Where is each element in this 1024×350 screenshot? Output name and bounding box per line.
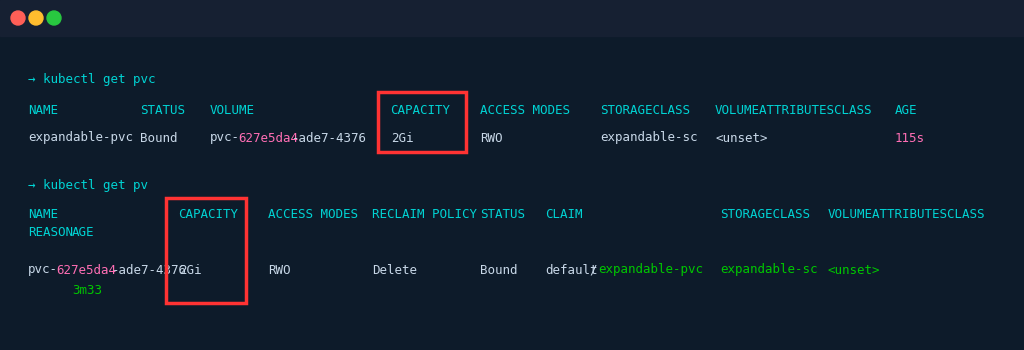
Text: -ade7-4376: -ade7-4376: [112, 264, 187, 276]
Text: expandable-pvc: expandable-pvc: [28, 132, 133, 145]
Text: → kubectl get pvc: → kubectl get pvc: [28, 74, 156, 86]
Text: <unset>: <unset>: [828, 264, 881, 276]
Text: STATUS: STATUS: [480, 209, 525, 222]
Text: AGE: AGE: [895, 104, 918, 117]
Text: 2Gi: 2Gi: [179, 264, 202, 276]
Circle shape: [11, 11, 25, 25]
Text: 2Gi: 2Gi: [391, 132, 414, 145]
Text: NAME: NAME: [28, 104, 58, 117]
Text: 627e5da4: 627e5da4: [238, 132, 298, 145]
Text: AGE: AGE: [72, 226, 94, 239]
Text: 115s: 115s: [895, 132, 925, 145]
Text: <unset>: <unset>: [715, 132, 768, 145]
Text: RWO: RWO: [268, 264, 291, 276]
Text: ACCESS MODES: ACCESS MODES: [480, 104, 570, 117]
Text: VOLUMEATTRIBUTESCLASS: VOLUMEATTRIBUTESCLASS: [715, 104, 872, 117]
Text: ACCESS MODES: ACCESS MODES: [268, 209, 358, 222]
Circle shape: [47, 11, 61, 25]
Circle shape: [29, 11, 43, 25]
Text: STORAGECLASS: STORAGECLASS: [720, 209, 810, 222]
Text: pvc-: pvc-: [28, 264, 58, 276]
Text: STATUS: STATUS: [140, 104, 185, 117]
Text: RWO: RWO: [480, 132, 503, 145]
Text: Delete: Delete: [372, 264, 417, 276]
Text: 627e5da4: 627e5da4: [56, 264, 116, 276]
Text: STORAGECLASS: STORAGECLASS: [600, 104, 690, 117]
Bar: [0, 0, 1024, 36]
Text: CAPACITY: CAPACITY: [178, 209, 238, 222]
Text: expandable-pvc: expandable-pvc: [598, 264, 703, 276]
Text: RECLAIM POLICY: RECLAIM POLICY: [372, 209, 477, 222]
Text: default: default: [545, 264, 597, 276]
Text: /: /: [589, 264, 597, 276]
Text: Bound: Bound: [140, 132, 177, 145]
Text: -ade7-4376: -ade7-4376: [292, 132, 367, 145]
Bar: [166, 198, 246, 303]
Bar: [378, 92, 466, 152]
Text: expandable-sc: expandable-sc: [720, 264, 817, 276]
Text: VOLUMEATTRIBUTESCLASS: VOLUMEATTRIBUTESCLASS: [828, 209, 985, 222]
Text: NAME: NAME: [28, 209, 58, 222]
Text: expandable-sc: expandable-sc: [600, 132, 697, 145]
Text: 3m33: 3m33: [72, 284, 102, 296]
Text: CAPACITY: CAPACITY: [390, 104, 450, 117]
Text: CLAIM: CLAIM: [545, 209, 583, 222]
Text: → kubectl get pv: → kubectl get pv: [28, 178, 148, 191]
Text: VOLUME: VOLUME: [210, 104, 255, 117]
Text: pvc-: pvc-: [210, 132, 240, 145]
Text: REASON: REASON: [28, 226, 73, 239]
Text: Bound: Bound: [480, 264, 517, 276]
